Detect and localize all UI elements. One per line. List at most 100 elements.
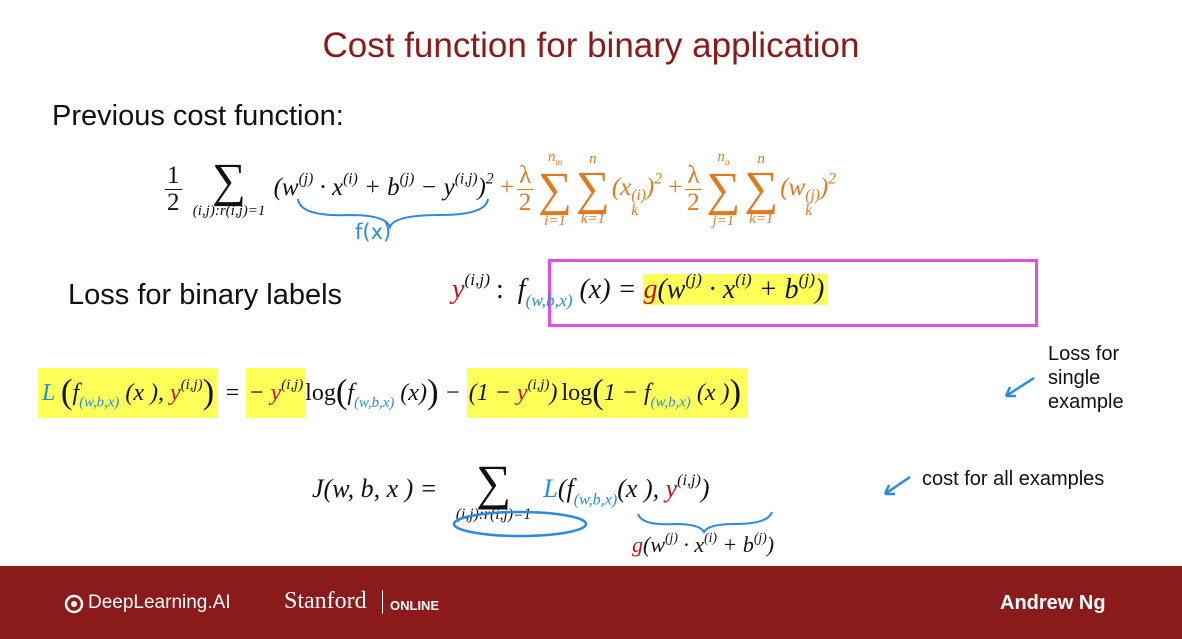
math-token: (w,b,x) xyxy=(573,491,618,509)
math-token: k xyxy=(805,202,813,220)
math-token: m xyxy=(555,158,563,169)
math-token: i=1 xyxy=(544,212,566,229)
math-token: ) xyxy=(477,174,486,202)
math-group: log(1 − f(w,b,x) (x )) xyxy=(559,368,748,419)
math-token: ∑ xyxy=(744,162,779,215)
handwritten-brace xyxy=(297,198,489,231)
math-token: + xyxy=(499,174,514,202)
math-token: (i,j) xyxy=(464,270,490,289)
math-token: (i,j) xyxy=(281,377,304,393)
author: Andrew Ng xyxy=(1000,592,1106,614)
math-token: (w,b,x) xyxy=(650,394,691,411)
math-token: example xyxy=(1048,391,1124,413)
math-token: L xyxy=(543,474,558,504)
math-token: ) xyxy=(645,174,655,202)
math-token: y xyxy=(665,474,678,504)
math-token: (j) xyxy=(685,270,702,289)
math-token: 2 xyxy=(654,170,662,188)
math-token: (i) xyxy=(343,170,358,188)
math-group: n ∑ k=1 xyxy=(575,150,610,227)
math-token: n xyxy=(717,149,725,165)
math-token: (i,j) xyxy=(180,377,203,393)
math-token: (j) xyxy=(399,170,415,188)
math-token: (x) = xyxy=(572,274,644,306)
math-token: (w xyxy=(780,174,806,202)
previous-label: Previous cost function: xyxy=(52,100,344,132)
total-formula: J(w, b, x ) = ∑ (i,j):r(i,j)=1 L(f(w,b,x)(… xyxy=(312,455,710,523)
math-token: (w,b,x) xyxy=(79,394,120,411)
math-token: k=1 xyxy=(749,210,774,227)
math-token: (x xyxy=(611,174,632,202)
math-token: (j) xyxy=(753,530,767,545)
math-token: (j) xyxy=(805,186,820,204)
math-token: j=1 xyxy=(712,212,735,229)
math-token: (x ), xyxy=(617,474,666,504)
math-token: 2 xyxy=(518,188,532,216)
math-token: ∑ xyxy=(538,164,572,217)
math-token: g xyxy=(632,532,643,558)
math-token: ) xyxy=(766,532,775,558)
math-token: (i) xyxy=(631,186,646,204)
math-token: + xyxy=(668,174,683,202)
math-token: single xyxy=(1048,367,1101,389)
online: ONLINE xyxy=(390,598,440,613)
math-group xyxy=(1004,376,1035,398)
math-token: ) xyxy=(700,474,710,504)
math-token: k=1 xyxy=(580,210,606,227)
math-token: ( xyxy=(592,371,604,411)
math-token: ∑ xyxy=(475,455,512,510)
math-token: · x xyxy=(677,532,705,558)
math-token: n xyxy=(589,150,597,167)
math-token: ) xyxy=(426,371,439,411)
math-token: (x ), xyxy=(119,380,171,407)
math-token: (i,j) xyxy=(677,472,701,490)
handwritten-marks xyxy=(452,510,773,538)
math-token: (i,j):r(i,j)=1 xyxy=(192,203,266,220)
math-token: 2 xyxy=(687,188,700,216)
math-group: (j) k xyxy=(805,188,820,219)
note-single: Loss for single example xyxy=(1048,342,1124,414)
math-token: n xyxy=(547,149,556,165)
math-group: ∑ (i,j):r(i,j)=1 xyxy=(192,157,266,220)
math-token: · x xyxy=(313,174,344,202)
math-token: (f xyxy=(557,474,574,504)
math-token: k xyxy=(631,202,639,220)
math-token: J(w, b, x ) = xyxy=(312,474,444,504)
math-token: (1 − xyxy=(468,380,517,407)
math-token: (x) xyxy=(394,380,427,407)
math-token: f xyxy=(347,380,355,407)
math-token: ) xyxy=(814,274,825,306)
divider xyxy=(382,590,383,614)
handwritten-g: g(w(j) · x(i) + b(j)) xyxy=(632,530,774,558)
math-token: log xyxy=(561,380,593,407)
math-group: n ∑ k=1 xyxy=(744,151,779,227)
math-group: (i) k xyxy=(631,188,646,219)
math-token: ∑ xyxy=(706,164,741,217)
math-token: : xyxy=(496,274,504,306)
math-group: − y(i,j) xyxy=(246,368,306,419)
math-token: 1 xyxy=(165,161,182,190)
math-token: ∑ xyxy=(575,162,610,215)
math-token: y xyxy=(170,380,181,407)
slide-title: Cost function for binary application xyxy=(322,26,860,65)
math-token: L xyxy=(42,380,55,407)
math-token: ) xyxy=(729,371,742,411)
arrow xyxy=(883,475,911,496)
university: Stanford xyxy=(284,588,367,614)
math-token: (i) xyxy=(735,270,752,289)
math-token: (w xyxy=(273,174,299,202)
math-token: (w xyxy=(643,532,665,558)
footer: DeepLearning.AI Stanford ONLINE Andrew N… xyxy=(0,566,1182,639)
math-token: (j) xyxy=(798,270,815,289)
math-token: y xyxy=(452,274,465,306)
arrow xyxy=(1004,376,1035,398)
math-token: (w xyxy=(657,274,686,306)
highlight-box xyxy=(548,259,1038,327)
math-token: g xyxy=(643,274,658,306)
math-token: ( xyxy=(60,371,73,411)
handwritten-fx: f(x) xyxy=(355,220,392,244)
math-token: − y xyxy=(414,174,455,202)
math-token: (i,j) xyxy=(527,377,550,393)
